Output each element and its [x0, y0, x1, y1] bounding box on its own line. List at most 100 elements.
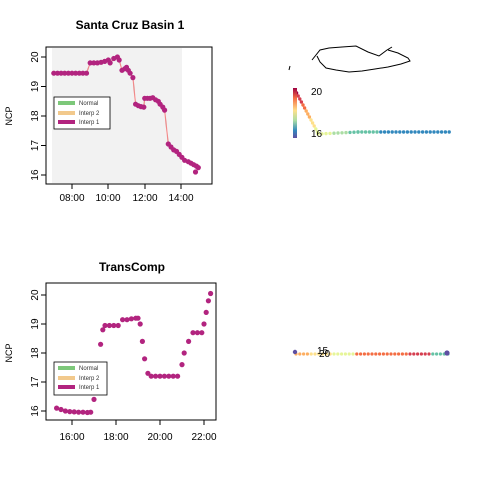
track-point [444, 350, 450, 356]
data-point [179, 362, 185, 368]
track-point [413, 130, 417, 134]
data-point [190, 330, 196, 336]
data-point [58, 70, 64, 76]
panel1-title: Santa Cruz Basin 1 [76, 18, 185, 32]
x-tick-label: 16:00 [59, 432, 84, 443]
panel-map-top: 20 16 [288, 45, 451, 140]
track-point [427, 352, 431, 356]
data-point [65, 70, 71, 76]
track-point [352, 130, 356, 134]
panel3-y-ticks: 16 17 18 19 20 [30, 289, 46, 417]
data-point [199, 330, 205, 336]
track-point [356, 130, 360, 134]
data-point [91, 396, 97, 402]
track-point [332, 352, 336, 356]
track-point [401, 130, 406, 134]
data-point [175, 373, 181, 379]
data-point [153, 373, 159, 379]
track-point [363, 130, 368, 134]
track-point [332, 131, 336, 135]
track-point [374, 352, 378, 356]
track-point [359, 352, 363, 356]
data-point [142, 356, 148, 362]
panel3-title: TransComp [99, 260, 165, 274]
track-point [423, 352, 427, 356]
data-point [69, 70, 75, 76]
track-point [371, 130, 375, 134]
legend-label: Interp 1 [79, 385, 100, 391]
data-point [195, 165, 201, 171]
data-point [128, 316, 134, 322]
y-tick-label: 16 [30, 405, 41, 417]
track-point [382, 130, 387, 134]
colorbar-gradient [293, 88, 297, 138]
x-tick-label: 08:00 [59, 193, 84, 204]
track-point [438, 352, 442, 356]
panel-map-bottom: 15 20 [292, 346, 450, 360]
data-point [130, 75, 136, 81]
track-point [302, 106, 307, 110]
track-point [355, 352, 359, 356]
y-tick-label: 19 [30, 81, 41, 93]
y-tick-label: 18 [30, 110, 41, 122]
track-point [405, 130, 410, 134]
track-point [362, 352, 366, 356]
track-point [313, 352, 317, 356]
track-point [292, 349, 298, 355]
track-point [302, 352, 306, 356]
track-point [304, 109, 308, 113]
data-point [120, 317, 126, 323]
track-point [340, 352, 344, 356]
panel3-legend: Normal Interp 2 Interp 1 [53, 361, 108, 396]
data-point [98, 341, 104, 347]
track-point [343, 352, 347, 356]
track-point [296, 94, 300, 98]
track-point [420, 130, 425, 134]
track-point [390, 130, 394, 134]
colorbar-top: 20 16 [293, 87, 323, 140]
track-point [314, 127, 318, 131]
data-point [54, 70, 61, 76]
track-point [394, 130, 398, 134]
track-point [381, 352, 385, 356]
data-point [62, 408, 68, 414]
track-point [436, 130, 440, 134]
colorbar-label-bottom: 16 [311, 129, 323, 140]
data-point [100, 327, 106, 333]
track-point [416, 352, 420, 356]
data-point [87, 60, 93, 66]
track-point [409, 130, 413, 134]
track-point [360, 130, 364, 134]
panel1-y-ticks: 16 17 18 19 20 [30, 51, 46, 181]
track-point [408, 352, 412, 356]
track-point [328, 352, 332, 356]
track-point [324, 352, 328, 356]
track-point [379, 130, 383, 134]
track-point [431, 352, 435, 356]
data-point [102, 322, 108, 329]
panel3-x-ticks: 16:00 18:00 20:00 22:00 [59, 420, 217, 443]
track-point [309, 352, 313, 356]
data-point [162, 107, 168, 113]
data-point [166, 373, 172, 379]
track-point [324, 131, 328, 136]
track-point [389, 352, 393, 356]
track-point [298, 97, 302, 101]
data-point [71, 409, 77, 415]
legend-label: Normal [79, 101, 98, 107]
track-point [306, 112, 310, 116]
data-point [83, 70, 90, 76]
data-point [203, 309, 209, 315]
y-tick-label: 17 [30, 140, 41, 152]
data-point [88, 409, 94, 415]
x-tick-label: 14:00 [168, 193, 193, 204]
y-tick-label: 19 [30, 318, 41, 330]
y-tick-label: 20 [30, 51, 41, 63]
track-point [419, 352, 423, 356]
track-point [375, 130, 379, 134]
data-point [116, 57, 122, 63]
data-point [62, 70, 68, 76]
track-point [412, 352, 416, 356]
data-point [201, 321, 207, 327]
